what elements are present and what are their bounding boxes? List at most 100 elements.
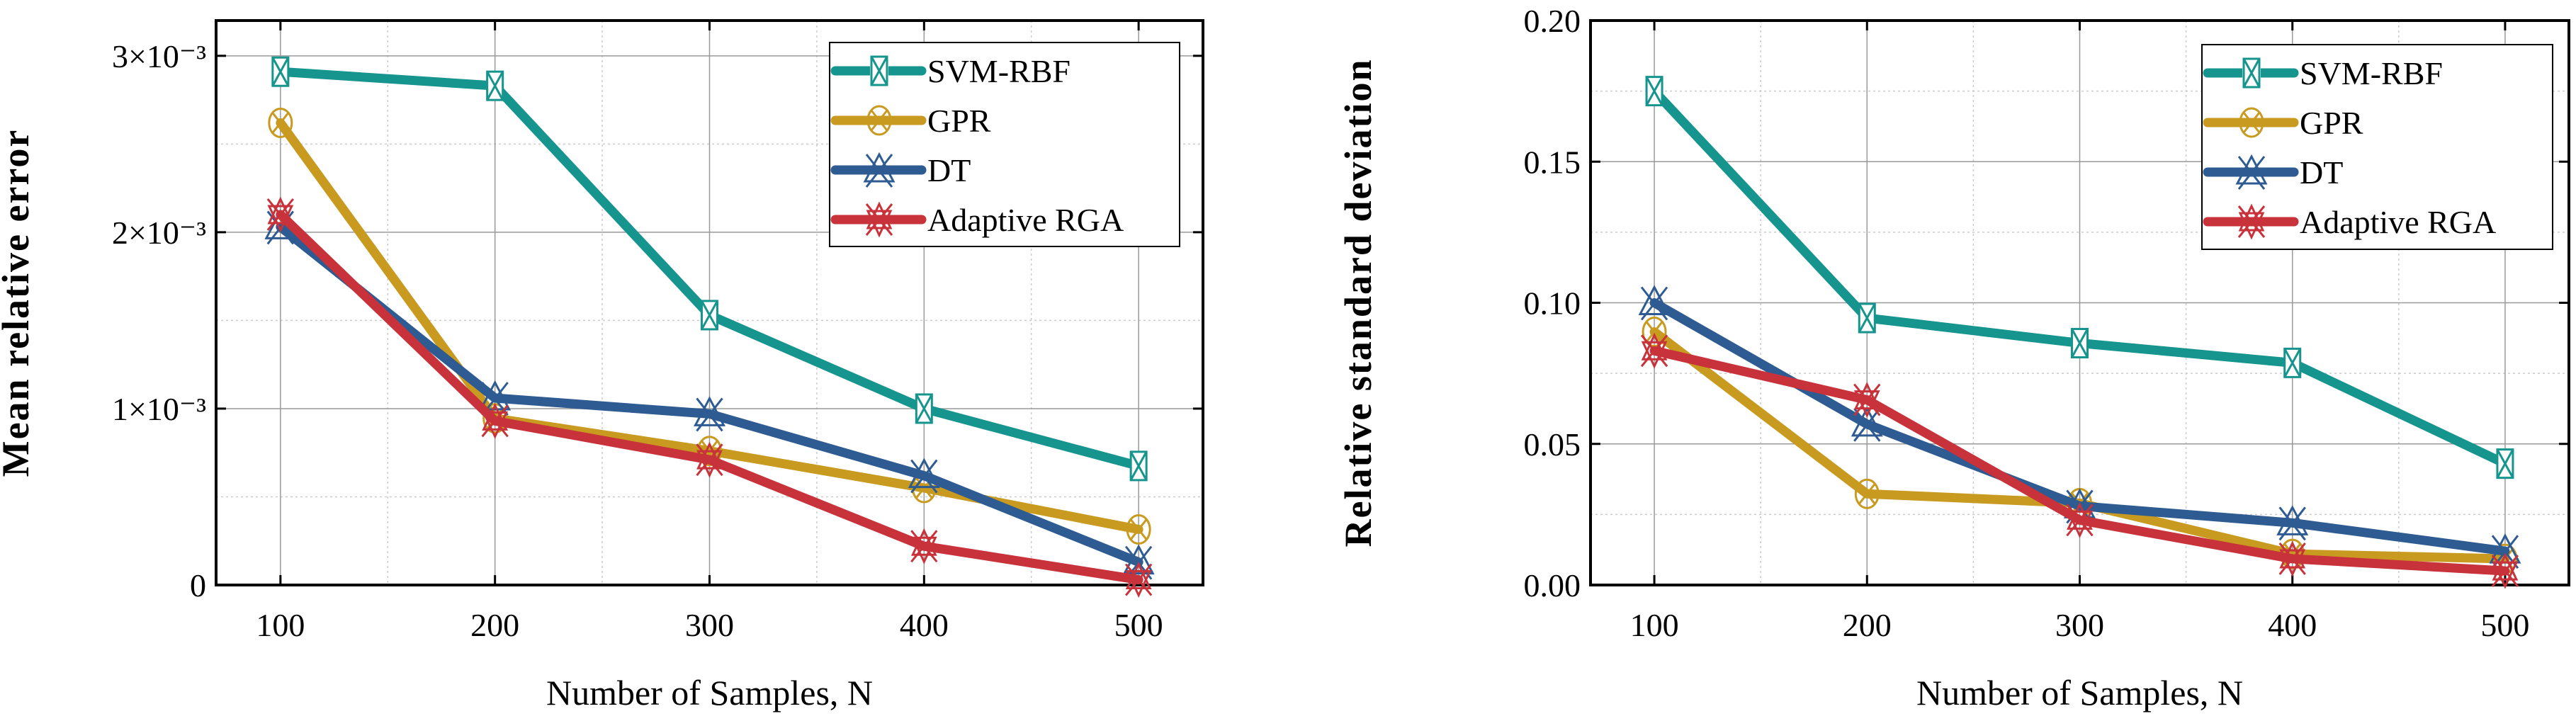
data-point: [1126, 514, 1151, 545]
x-mark: [1124, 563, 1153, 596]
star-marker: [2067, 501, 2093, 538]
legend-item: DT: [2203, 154, 2343, 191]
x-mark: [1858, 303, 1876, 333]
x-mark: [1645, 76, 1663, 106]
series-svm-rbf: [1645, 76, 2514, 479]
x-mark: [870, 56, 888, 86]
star-marker: [696, 441, 723, 478]
x-tick-label: 100: [256, 607, 305, 643]
x-mark: [2071, 328, 2089, 358]
data-point: [2066, 501, 2094, 538]
x-tick-label: 300: [2055, 607, 2104, 643]
star-marker: [2492, 552, 2519, 589]
circle-marker: [268, 107, 293, 138]
x-tick-label: 500: [1114, 607, 1163, 643]
triangle-marker: [2276, 505, 2309, 535]
x-mark: [1645, 321, 1663, 343]
data-point: [271, 56, 290, 87]
triangle-marker: [1638, 285, 1671, 315]
legend-label: SVM-RBF: [2300, 55, 2443, 91]
x-mark: [2066, 504, 2094, 537]
square-marker: [2496, 448, 2514, 479]
x-tick-label: 300: [685, 607, 734, 643]
x-mark: [1858, 483, 1876, 505]
star-marker: [2279, 540, 2306, 577]
x-axis-label: Number of Samples, N: [546, 673, 873, 713]
y-axis-label: Relative standard deviation: [1337, 58, 1379, 547]
data-point: [915, 393, 933, 424]
circle-marker: [1854, 478, 1880, 509]
x-mark: [1853, 383, 1881, 416]
x-mark: [2278, 506, 2306, 541]
y-tick-label: 3×10⁻³: [112, 38, 206, 74]
x-mark: [696, 443, 723, 477]
x-mark: [2491, 555, 2519, 588]
data-point: [2276, 505, 2309, 541]
legend-item: DT: [830, 152, 971, 188]
data-point: [268, 107, 293, 138]
x-mark: [1853, 407, 1881, 442]
data-point: [1129, 450, 1148, 482]
x-mark: [266, 198, 295, 231]
data-point: [694, 396, 725, 432]
star-marker: [2238, 203, 2265, 240]
square-marker: [1645, 76, 1663, 107]
data-point: [1640, 332, 1668, 369]
data-point: [1851, 406, 1883, 442]
square-marker: [1858, 302, 1876, 334]
chart-1: 100 200 300 400 500 0 1×10⁻³ 2×10⁻³ 3×10⁻³ Number…: [0, 19, 1204, 713]
x-mark: [696, 397, 723, 432]
series-adaptive-rga: [266, 196, 1153, 598]
x-mark: [2278, 542, 2306, 575]
triangle-marker: [863, 152, 896, 183]
star-marker: [1125, 562, 1152, 598]
square-marker: [2283, 347, 2302, 378]
data-point: [2491, 552, 2519, 589]
star-marker: [267, 196, 294, 233]
square-marker: [2071, 327, 2089, 358]
star-marker: [482, 402, 509, 439]
data-point: [701, 300, 718, 331]
legend-item: GPR: [2203, 105, 2363, 141]
x-mark: [910, 530, 938, 563]
x-tick-label: 400: [900, 607, 949, 643]
data-point: [910, 528, 938, 564]
x-tick-label: 200: [1843, 607, 1892, 643]
data-point: [1854, 478, 1880, 509]
legend-label: DT: [927, 152, 971, 188]
plot-frame: [215, 19, 1204, 586]
triangle-marker: [479, 380, 512, 411]
series-adaptive-rga: [1640, 332, 2519, 589]
circle-marker: [1126, 514, 1151, 545]
square-marker: [2242, 57, 2261, 89]
y-tick-label: 0.05: [1524, 426, 1581, 462]
x-mark: [2283, 348, 2302, 378]
data-point: [1642, 317, 1667, 348]
x-mark: [271, 57, 290, 86]
x-mark: [1640, 334, 1668, 368]
data-point: [481, 402, 509, 439]
y-tick-label: 0.15: [1524, 144, 1581, 180]
y-tick-label: 0.20: [1524, 3, 1581, 39]
x-mark: [2242, 112, 2261, 133]
legend-item: Adaptive RGA: [830, 201, 1124, 238]
y-tick-label: 0: [190, 567, 206, 603]
legend-label: Adaptive RGA: [2300, 204, 2496, 240]
legend-item: SVM-RBF: [830, 53, 1070, 89]
legend-label: DT: [2300, 154, 2343, 191]
data-point: [2496, 448, 2514, 479]
circle-marker: [866, 105, 892, 136]
chart-2: 100 200 300 400 500 0.00 0.05 0.10 0.15 0.20 Numbe…: [1337, 3, 2570, 713]
square-marker: [271, 56, 290, 87]
square-marker: [486, 70, 504, 101]
x-mark: [486, 71, 504, 101]
x-tick-label: 100: [1630, 607, 1679, 643]
legend-item: SVM-RBF: [2203, 55, 2443, 91]
data-point: [266, 196, 295, 233]
data-point: [2278, 540, 2306, 577]
x-mark: [915, 394, 933, 424]
y-tick-label: 0.00: [1524, 567, 1581, 603]
square-marker: [1129, 450, 1148, 482]
square-marker: [870, 55, 888, 86]
x-mark: [271, 112, 290, 134]
